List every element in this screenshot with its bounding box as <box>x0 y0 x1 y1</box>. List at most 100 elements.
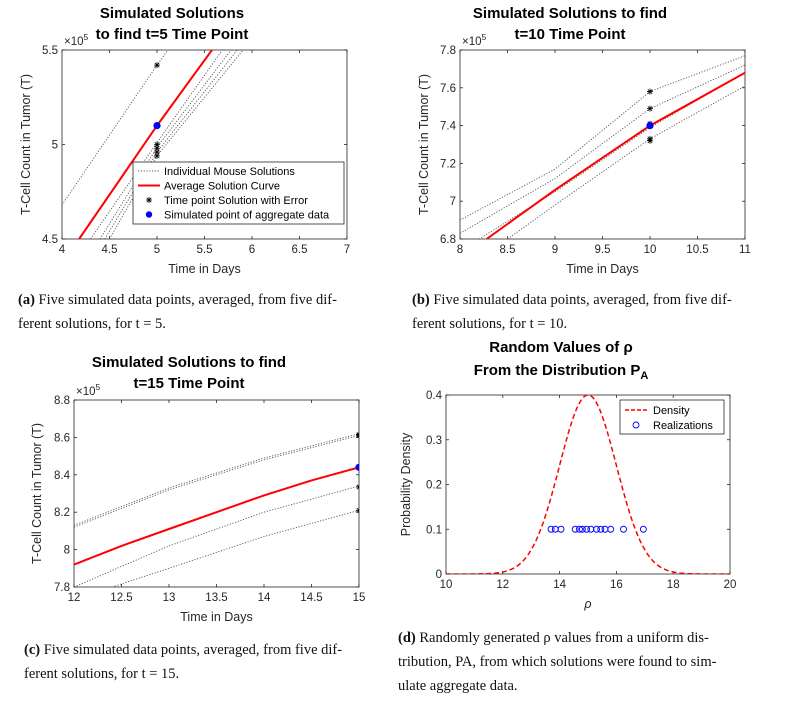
aggregate-data-point <box>153 122 161 130</box>
realization-point-6 <box>578 525 586 533</box>
average-solution-curve <box>74 466 359 566</box>
caption-c: (c) Five simulated data points, averaged… <box>24 638 392 686</box>
chart-title-line-2: to find t=5 Time Point <box>96 26 249 43</box>
individual-solution-line-2 <box>460 64 745 234</box>
error-point-marker-2 <box>647 105 653 112</box>
realization-point-12 <box>607 525 615 533</box>
caption-a-line-1: Five simulated data points, averaged, fr… <box>38 292 337 308</box>
y-axis-label: Probability Density <box>399 432 413 536</box>
caption-a: (a) Five simulated data points, averaged… <box>18 288 390 336</box>
x-tick-label: 15 <box>353 592 366 604</box>
y-exponent-power: 5 <box>84 32 89 42</box>
caption-b-label: (b) <box>412 292 430 308</box>
x-tick-label: 9 <box>552 244 558 256</box>
realization-point-5 <box>576 525 583 533</box>
x-tick-label: 12 <box>68 592 81 604</box>
caption-d-line-1: Randomly generated ρ values from a unifo… <box>419 630 709 646</box>
caption-b-line-1: Five simulated data points, averaged, fr… <box>433 292 732 308</box>
legend-swatch-realizations <box>632 421 640 429</box>
y-tick-label: 0.1 <box>426 524 442 536</box>
x-tick-label: 10.5 <box>686 244 708 256</box>
x-tick-label: 13.5 <box>205 592 227 604</box>
realization-point-9 <box>593 525 600 533</box>
x-tick-label: 10 <box>644 244 657 256</box>
chart-title-line-2: t=10 Time Point <box>514 26 625 43</box>
y-exponent-label: ×105 <box>76 382 101 398</box>
y-tick-label: 7.8 <box>440 45 456 57</box>
legend-label: Simulated point of aggregate data <box>164 210 330 222</box>
error-point-marker-4 <box>356 507 359 514</box>
x-tick-label: 4.5 <box>102 244 118 256</box>
density-curve <box>446 395 730 574</box>
x-tick-label: 8.5 <box>500 244 516 256</box>
y-tick-label: 8.2 <box>54 507 70 519</box>
legend-box <box>132 161 345 225</box>
x-tick-label: 11 <box>739 244 751 256</box>
error-point-marker-4 <box>154 149 160 156</box>
y-tick-label: 4.5 <box>42 234 58 246</box>
x-tick-label: 14 <box>258 592 271 604</box>
chart-title-subscript: A <box>640 370 648 382</box>
y-axis-label: T-Cell Count in Tumor (T) <box>30 423 44 564</box>
y-tick-label: 0.2 <box>426 480 442 492</box>
plot-area-2 <box>459 49 746 240</box>
x-tick-label: 4 <box>59 244 66 256</box>
x-tick-label: 13 <box>163 592 176 604</box>
y-axis-label: T-Cell Count in Tumor (T) <box>417 74 431 215</box>
chart-4: 10 12 14 16 18 20 0 0.1 0.2 0.3 0.4 ρ Probability De… <box>399 339 736 611</box>
error-point-marker-1 <box>647 88 653 95</box>
caption-a-label: (a) <box>18 292 35 308</box>
individual-solution-line-4 <box>111 509 359 587</box>
x-tick-label: 14.5 <box>300 592 322 604</box>
individual-solution-line-3 <box>99 50 232 239</box>
x-tick-label: 8 <box>457 244 463 256</box>
x-tick-label: 10 <box>440 579 453 591</box>
plot-marks-1 <box>62 50 244 239</box>
chart-title-line-2: t=15 Time Point <box>133 375 244 392</box>
x-tick-label: 12.5 <box>110 592 132 604</box>
plot-marks-2 <box>460 55 745 239</box>
legend-label-density: Density <box>653 405 690 417</box>
x-tick-label: 14 <box>553 579 566 591</box>
caption-a-line-2: ferent solutions, for t = 5. <box>18 316 166 332</box>
caption-d-label: (d) <box>398 630 416 646</box>
caption-b-line-2: ferent solutions, for t = 10. <box>412 316 568 332</box>
y-tick-label: 8.8 <box>54 395 70 407</box>
y-tick-label: 7.8 <box>54 582 70 594</box>
error-point-marker-2 <box>154 141 160 148</box>
legend-label: Individual Mouse Solutions <box>164 166 295 178</box>
error-point-marker-5 <box>154 152 160 159</box>
legend-label: Average Solution Curve <box>164 181 280 193</box>
y-tick-label: 6.8 <box>440 234 456 246</box>
y-tick-label: 5.5 <box>42 45 58 57</box>
realization-point-10 <box>597 525 605 533</box>
y-tick-label: 7.6 <box>440 83 456 95</box>
x-tick-label: 5.5 <box>197 244 213 256</box>
x-tick-label: 20 <box>724 579 737 591</box>
legend-label: Time point Solution with Error <box>164 195 308 207</box>
x-axis-label: ρ <box>583 597 591 611</box>
chart-title-line-1: Random Values of ρ <box>489 339 632 356</box>
x-tick-label: 9.5 <box>595 244 611 256</box>
chart-3: 12 12.5 13 13.5 14 14.5 15 7.8 8 8.2 8.4 8.6 8.8 Time… <box>30 354 365 624</box>
y-exponent-label: ×105 <box>462 32 487 48</box>
y-tick-label: 7 <box>450 196 456 208</box>
realization-point-7 <box>583 525 591 533</box>
chart-title-line-1: Simulated Solutions <box>100 5 244 22</box>
aggregate-data-point <box>646 122 654 130</box>
caption-c-line-1: Five simulated data points, averaged, fr… <box>43 642 343 658</box>
x-axis-label: Time in Days <box>168 262 240 276</box>
x-axis-label: Time in Days <box>566 262 638 276</box>
chart-title-line-2: From the Distribution PA <box>474 362 649 382</box>
y-tick-label: 8.4 <box>54 470 71 482</box>
individual-solution-line-2 <box>90 50 223 239</box>
legend-box <box>619 399 725 435</box>
plot-marks-4 <box>446 395 730 574</box>
caption-d-line-3: ulate aggregate data. <box>398 678 518 694</box>
y-exponent-label: ×105 <box>64 32 89 48</box>
y-tick-label: 0.3 <box>426 435 442 447</box>
x-tick-label: 12 <box>496 579 509 591</box>
realization-point-13 <box>620 525 627 533</box>
